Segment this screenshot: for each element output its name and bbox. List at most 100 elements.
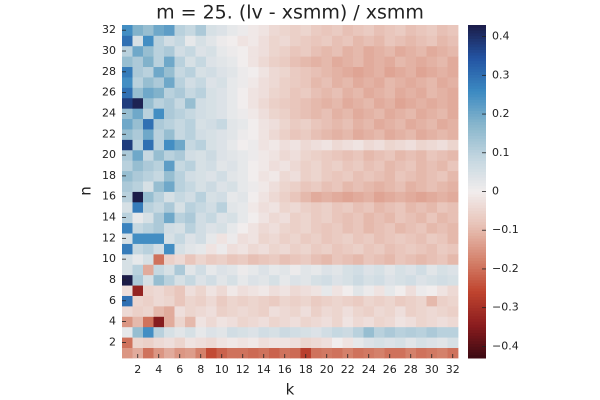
colorbar-segment [468,119,486,123]
x-tick-label: 6 [176,363,183,376]
heatmap-cell [269,87,280,99]
heatmap-cell [185,118,196,130]
heatmap-cell [384,201,396,213]
heatmap-cell [311,108,322,120]
heatmap-cell [153,56,165,68]
heatmap-cell [195,160,207,172]
heatmap-cell [122,87,133,99]
heatmap-cell [237,222,249,234]
heatmap-cell [227,316,238,328]
heatmap-cell [290,35,301,47]
heatmap-cell [185,233,196,244]
heatmap-cell [405,149,417,161]
heatmap-cell [248,170,259,182]
heatmap-cell [395,201,406,213]
heatmap-cell [374,160,385,172]
heatmap-cell [300,139,312,151]
heatmap-cell [374,108,385,120]
heatmap-cell [342,139,354,151]
heatmap-cell [353,274,364,286]
heatmap-cell [206,212,217,224]
colorbar-segment [468,244,486,248]
heatmap-cell [248,149,259,161]
heatmap-cell [143,347,154,359]
heatmap-cell [290,326,301,338]
heatmap-cell [342,233,354,244]
heatmap-cell [143,129,154,140]
heatmap-cell [384,77,396,88]
heatmap-cell [395,45,406,57]
heatmap-cell [206,87,217,99]
y-tick-label: 14 [102,211,116,224]
heatmap-cell [321,97,333,109]
heatmap-cell [164,253,175,265]
heatmap-cell [195,274,207,286]
heatmap-cell [216,160,228,172]
heatmap-cell [437,149,448,161]
heatmap-cell [216,149,228,161]
heatmap-cell [300,77,312,88]
heatmap-cell [227,118,238,130]
heatmap-cell [174,253,186,265]
colorbar-segment [468,188,486,192]
heatmap-cell [195,191,207,203]
colorbar-segment [468,66,486,70]
heatmap-cell [300,181,312,192]
heatmap-cell [374,326,385,338]
heatmap-cell [258,118,270,130]
colorbar-segment [468,174,486,179]
heatmap-cell [174,191,186,203]
heatmap-cell [311,181,322,192]
heatmap-cell [447,316,459,328]
colorbar-segment [468,102,486,106]
heatmap-cell [447,118,459,130]
heatmap-cell [143,87,154,99]
heatmap-cell [153,77,165,88]
heatmap-cell [279,285,291,296]
heatmap-cell [206,191,217,203]
heatmap-cell [426,212,438,224]
heatmap-cell [353,97,364,109]
heatmap-cell [426,77,438,88]
heatmap-cell [311,45,322,57]
heatmap-cell [363,243,375,255]
heatmap-cell [206,35,217,47]
heatmap-cell [405,139,417,151]
heatmap-cell [216,253,228,265]
colorbar-segment [468,127,486,131]
heatmap-cell [447,191,459,203]
y-tick-label: 30 [102,44,116,57]
heatmap-cell [374,87,385,99]
heatmap-cell [279,212,291,224]
heatmap-cell [384,118,396,130]
heatmap-cell [332,170,343,182]
heatmap-cell [426,201,438,213]
heatmap-cell [363,316,375,328]
heatmap-cell [279,118,291,130]
colorbar-segment [468,44,486,48]
heatmap-cell [290,149,301,161]
heatmap-cell [279,233,291,244]
heatmap-cell [321,35,333,47]
heatmap-cell [405,222,417,234]
heatmap-cell [227,56,238,68]
heatmap-cell [279,108,291,120]
heatmap-cell [363,295,375,307]
heatmap-cell [416,108,427,120]
heatmap-cell [447,305,459,317]
heatmap-cell [269,264,280,276]
heatmap-cell [426,25,438,36]
heatmap-cell [206,181,217,192]
heatmap-cell [122,212,133,224]
heatmap-cell [174,337,186,348]
heatmap-cell [363,253,375,265]
heatmap-cell [363,149,375,161]
x-tick-label: 30 [425,363,439,376]
heatmap-cell [164,181,175,192]
heatmap-cell [290,295,301,307]
heatmap-cell [132,45,144,57]
colorbar-segment [468,249,486,254]
heatmap-cell [426,118,438,130]
heatmap-cell [258,191,270,203]
colorbar-segment [468,324,486,328]
